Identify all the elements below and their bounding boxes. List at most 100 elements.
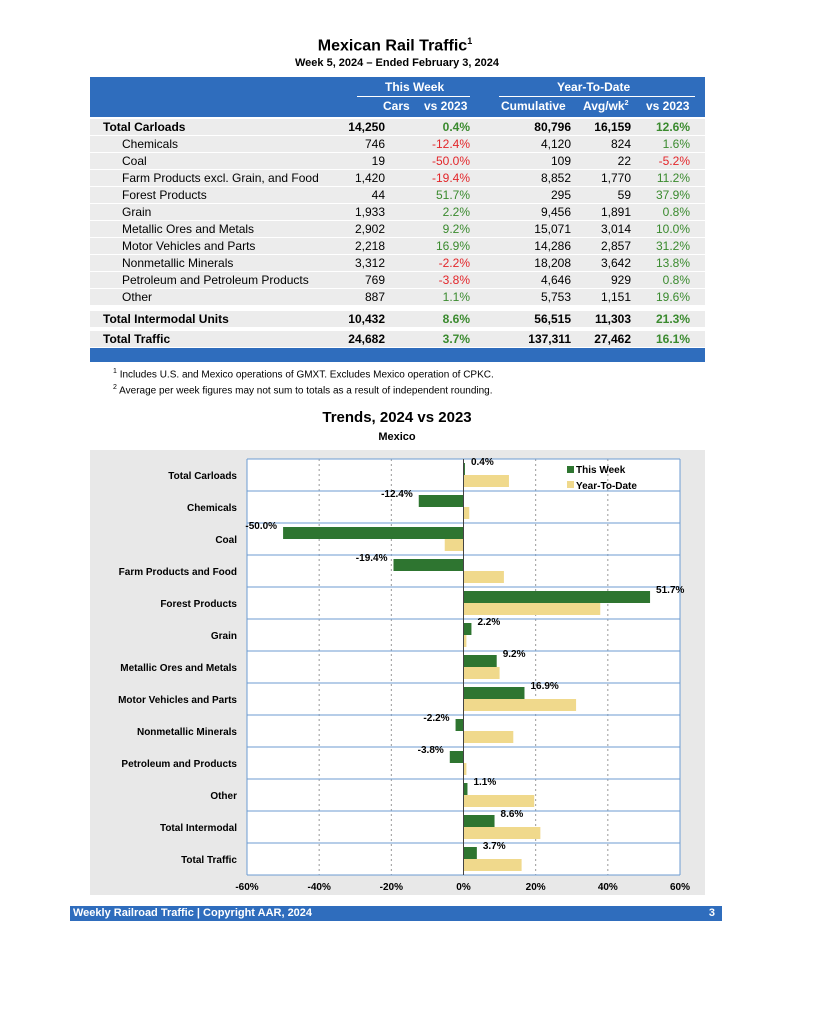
col-cumulative: Cumulative <box>501 99 566 113</box>
legend-swatch-this-week <box>567 466 574 473</box>
col-avg-wk: Avg/wk2 <box>583 99 628 113</box>
bar-ytd <box>444 539 464 551</box>
category-label: Nonmetallic Minerals <box>137 727 237 738</box>
table-row: Grain 1,933 2.2% 9,456 1,891 0.8% <box>90 204 705 220</box>
category-label: Other <box>210 791 237 802</box>
avg-week-value: 16,159 <box>594 120 631 134</box>
bar-this-week <box>463 623 472 635</box>
bar-ytd <box>463 731 514 743</box>
bar-this-week <box>283 527 464 539</box>
col-vs2023: vs 2023 <box>424 99 468 113</box>
bar-ytd <box>463 699 577 711</box>
bar-ytd <box>463 603 601 615</box>
cars-value: 3,312 <box>354 256 385 270</box>
data-label: -19.4% <box>356 553 388 564</box>
cumulative-value: 18,208 <box>534 256 571 270</box>
cars-value: 24,682 <box>348 332 385 346</box>
x-tick-label: -40% <box>307 882 330 893</box>
table-row: Farm Products excl. Grain, and Food 1,420… <box>90 170 705 186</box>
bar-ytd <box>463 571 504 583</box>
table-row: Total Intermodal Units 10,432 8.6% 56,515 11… <box>90 311 705 327</box>
col-avg-label: Avg/wk <box>583 99 625 113</box>
vs-2023-value: 2.2% <box>442 205 470 219</box>
data-label: 2.2% <box>477 617 500 628</box>
title-text: Mexican Rail Traffic <box>317 37 468 55</box>
cumulative-value: 4,646 <box>540 273 571 287</box>
page-number: 3 <box>708 907 715 919</box>
bar-ytd <box>463 507 470 519</box>
x-tick-label: 40% <box>598 882 618 893</box>
vs-2023-value: -2.2% <box>438 256 470 270</box>
x-tick-label: 60% <box>670 882 690 893</box>
row-label: Total Intermodal Units <box>103 312 229 326</box>
footnote-2: 2 Average per week figures may not sum t… <box>113 384 493 396</box>
row-label: Petroleum and Petroleum Products <box>122 273 309 287</box>
table-footer-bar <box>90 348 705 362</box>
legend-ytd: Year-To-Date <box>576 481 637 492</box>
x-tick-label: 0% <box>456 882 471 893</box>
cumulative-value: 5,753 <box>540 290 571 304</box>
cumulative-value: 9,456 <box>540 205 571 219</box>
category-label: Chemicals <box>187 503 237 514</box>
cumulative-value: 109 <box>550 154 571 168</box>
footnote-marker: 2 <box>113 384 117 391</box>
cars-value: 2,218 <box>354 239 385 253</box>
row-label: Coal <box>122 154 147 168</box>
col-cars: Cars <box>383 99 410 113</box>
vs-2023-value: 9.2% <box>442 222 470 236</box>
vs-2023-ytd-value: 10.0% <box>655 222 690 236</box>
vs-2023-ytd-value: 0.8% <box>662 273 690 287</box>
data-label: 0.4% <box>471 457 494 468</box>
row-label: Total Traffic <box>103 332 171 346</box>
data-label: 16.9% <box>530 681 558 692</box>
vs-2023-value: -3.8% <box>438 273 470 287</box>
cumulative-value: 137,311 <box>528 332 571 346</box>
category-label: Total Intermodal <box>160 823 237 834</box>
bar-ytd <box>463 795 535 807</box>
col-vs2023-ytd: vs 2023 <box>646 99 690 113</box>
vs-2023-value: 0.4% <box>442 120 470 134</box>
vs-2023-value: -50.0% <box>431 154 470 168</box>
vs-2023-value: -12.4% <box>431 137 470 151</box>
cumulative-value: 56,515 <box>534 312 571 326</box>
table-row: Other 887 1.1% 5,753 1,151 19.6% <box>90 289 705 305</box>
avg-week-value: 824 <box>610 137 631 151</box>
table-row: Metallic Ores and Metals 2,902 9.2% 15,071 3… <box>90 221 705 237</box>
row-label: Metallic Ores and Metals <box>122 222 255 236</box>
vs-2023-ytd-value: 19.6% <box>655 290 690 304</box>
cumulative-value: 15,071 <box>534 222 571 236</box>
avg-week-value: 3,642 <box>600 256 631 270</box>
cumulative-value: 14,286 <box>534 239 571 253</box>
cars-value: 19 <box>371 154 385 168</box>
table-row: Coal 19 -50.0% 109 22 -5.2% <box>90 153 705 169</box>
cars-value: 746 <box>364 137 385 151</box>
chart-subtitle: Mexico <box>378 431 416 443</box>
row-label: Chemicals <box>122 137 179 151</box>
legend-this-week: This Week <box>576 465 626 476</box>
col-avg-footnote: 2 <box>624 100 629 107</box>
cars-value: 2,902 <box>354 222 385 236</box>
vs-2023-value: 16.9% <box>435 239 470 253</box>
footnote-text: Average per week figures may not sum to … <box>119 385 493 397</box>
data-label: -3.8% <box>418 745 444 756</box>
legend-swatch-ytd <box>567 481 574 488</box>
vs-2023-value: 51.7% <box>435 188 470 202</box>
row-label: Forest Products <box>122 188 207 202</box>
divider <box>357 96 470 97</box>
x-tick-label: -20% <box>380 882 403 893</box>
vs-2023-ytd-value: 31.2% <box>655 239 690 253</box>
row-label: Motor Vehicles and Parts <box>122 239 256 253</box>
data-label: 9.2% <box>503 649 526 660</box>
page-subtitle: Week 5, 2024 – Ended February 3, 2024 <box>294 57 500 69</box>
category-label: Grain <box>211 631 237 642</box>
cumulative-value: 4,120 <box>540 137 571 151</box>
bar-this-week <box>418 495 464 507</box>
bar-this-week <box>463 687 525 699</box>
cars-value: 44 <box>371 188 385 202</box>
bar-this-week <box>463 591 651 603</box>
avg-week-value: 1,151 <box>600 290 631 304</box>
bar-this-week <box>449 751 464 763</box>
category-label: Forest Products <box>160 599 237 610</box>
vs-2023-ytd-value: 0.8% <box>662 205 690 219</box>
category-label: Motor Vehicles and Parts <box>118 695 237 706</box>
